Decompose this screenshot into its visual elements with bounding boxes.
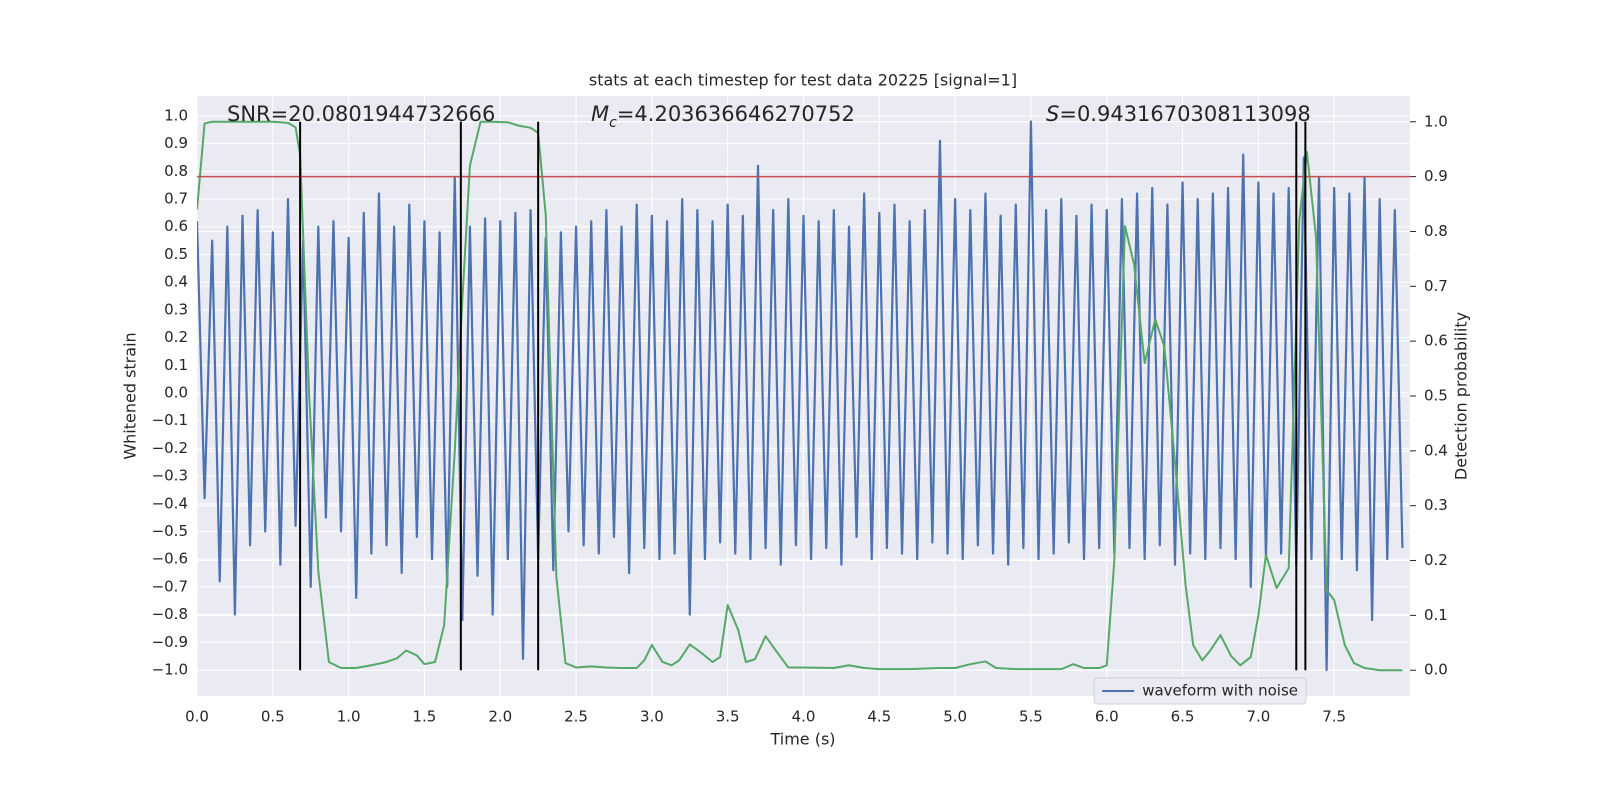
annotation-symbol: S (1046, 102, 1059, 126)
y-axis-label: Whitened strain (121, 332, 140, 459)
x-tick-label: 3.0 (640, 708, 664, 726)
x-tick-label: 1.0 (337, 708, 361, 726)
x-tick-label: 5.5 (1019, 708, 1043, 726)
y-tick-label: 0.0 (164, 383, 188, 401)
y2-tick-label: 1.0 (1424, 112, 1448, 130)
y2-tick-label: 0.7 (1424, 277, 1448, 295)
chart-title: stats at each timestep for test data 202… (589, 71, 1017, 90)
y-tick-label: 0.7 (164, 190, 188, 208)
x-tick-label: 4.0 (792, 708, 816, 726)
plot-area (197, 120, 1404, 672)
legend: waveform with noise (1093, 677, 1307, 705)
x-tick-label: 5.0 (943, 708, 967, 726)
x-tick-label: 1.5 (413, 708, 437, 726)
y2-tick-label: 0.6 (1424, 332, 1448, 350)
waveform-line (197, 120, 1404, 672)
y-tick-label: −0.8 (152, 605, 188, 623)
x-tick-label: 2.0 (488, 708, 512, 726)
annotation-subscript: c (609, 115, 617, 131)
y-tick-label: −0.9 (152, 633, 188, 651)
annotation-text: SNR=20.0801944732666 (227, 102, 495, 126)
y-tick-label: 0.3 (164, 300, 188, 318)
y2-tick-label: 0.9 (1424, 167, 1448, 185)
x-tick-label: 0.0 (185, 708, 209, 726)
y-tick-label: −0.4 (152, 494, 188, 512)
annotation: S=0.9431670308113098 (1046, 102, 1311, 126)
y2-tick-label: 0.5 (1424, 387, 1448, 405)
y-tick-label: −0.5 (152, 522, 188, 540)
y-tick-label: 0.6 (164, 217, 188, 235)
x-tick-label: 7.0 (1246, 708, 1270, 726)
y2-tick-label: 0.1 (1424, 606, 1448, 624)
x-tick-label: 0.5 (261, 708, 285, 726)
y2-tick-label: 0.0 (1424, 661, 1448, 679)
annotation-text: =4.203636646270752 (617, 102, 855, 126)
annotation-text: =0.9431670308113098 (1059, 102, 1310, 126)
annotation: Mc=4.203636646270752 (591, 102, 855, 131)
y-tick-label: −0.6 (152, 550, 188, 568)
legend-label: waveform with noise (1142, 682, 1298, 700)
y-tick-label: 0.8 (164, 162, 188, 180)
y-tick-label: 0.9 (164, 134, 188, 152)
y-tick-label: 0.1 (164, 356, 188, 374)
y2-tick-label: 0.4 (1424, 441, 1448, 459)
annotation: SNR=20.0801944732666 (227, 102, 495, 126)
y-tick-label: −0.3 (152, 467, 188, 485)
y-tick-label: −1.0 (152, 660, 188, 678)
y-tick-label: 0.5 (164, 245, 188, 263)
y-tick-label: 1.0 (164, 106, 188, 124)
legend-box (1093, 677, 1307, 705)
x-tick-label: 6.5 (1171, 708, 1195, 726)
y2-tick-label: 0.8 (1424, 222, 1448, 240)
x-tick-label: 4.5 (867, 708, 891, 726)
y-tick-label: 0.2 (164, 328, 188, 346)
x-tick-label: 6.0 (1095, 708, 1119, 726)
y2-tick-label: 0.2 (1424, 551, 1448, 569)
y2-tick-label: 0.3 (1424, 496, 1448, 514)
x-axis-label: Time (s) (769, 730, 835, 749)
y-tick-label: −0.2 (152, 439, 188, 457)
x-tick-label: 2.5 (564, 708, 588, 726)
y-tick-label: 0.4 (164, 273, 188, 291)
probability-line (197, 120, 1403, 672)
y-tick-label: −0.7 (152, 577, 188, 595)
x-tick-label: 7.5 (1322, 708, 1346, 726)
annotation-symbol: M (591, 102, 609, 126)
x-tick-label: 3.5 (716, 708, 740, 726)
y2-axis-label: Detection probability (1452, 312, 1471, 480)
y-tick-label: −0.1 (152, 411, 188, 429)
